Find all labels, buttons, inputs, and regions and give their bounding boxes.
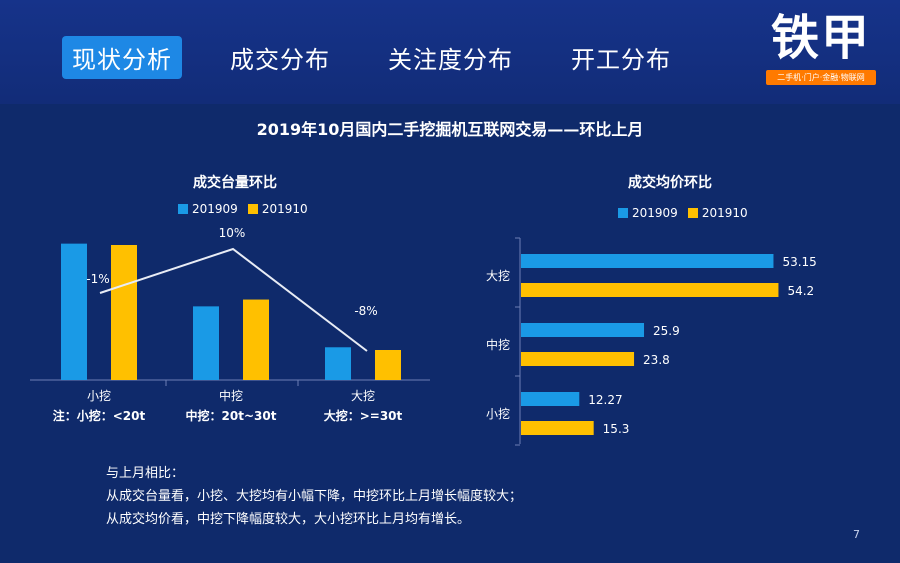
notes-line-3: 从成交均价看，中挖下降幅度较大，大小挖环比上月均有增长。 (106, 512, 471, 527)
change-label-2: -8% (354, 304, 377, 318)
legend-swatch-201909-right (618, 208, 628, 218)
page-title: 2019年10月国内二手挖掘机互联网交易——环比上月 (256, 120, 644, 139)
hbar-201909-2 (521, 392, 580, 406)
hbar-201910-1 (521, 352, 635, 366)
right-chart-legend: 201909 201910 (618, 206, 758, 220)
bar-201910-1 (243, 299, 269, 380)
bar-201909-1 (193, 306, 219, 380)
notes-block: 与上月相比： 从成交台量看，小挖、大挖均有小幅下降，中挖环比上月增长幅度较大； … (106, 462, 522, 531)
legend-item-201910-right: 201910 (687, 206, 748, 220)
legend-item-201909-right: 201909 (618, 206, 678, 220)
change-label-1: 10% (219, 226, 246, 240)
logo-text: 铁甲 (770, 10, 871, 66)
legend-label-201909-right: 201909 (632, 206, 678, 220)
bar-201910-0 (111, 245, 137, 380)
y-tick-label-0: 大挖 (486, 268, 510, 283)
category-note-0: 注：小挖：<20t (53, 408, 146, 423)
x-tick-label-1: 中挖 (219, 388, 243, 403)
legend-swatch-201910-right (687, 208, 698, 218)
hbar-201909-1 (521, 323, 645, 337)
category-note-1: 中挖：20t~30t (186, 408, 277, 423)
change-line (99, 247, 368, 352)
hbar-201910-0 (521, 283, 779, 297)
hbar-201910-2 (521, 421, 594, 435)
value-label-201910-0: 54.2 (787, 284, 814, 298)
legend-swatch-201910 (247, 204, 258, 214)
tab-attention-distribution[interactable]: 关注度分布 (388, 46, 513, 74)
x-tick-label-0: 小挖 (87, 388, 111, 403)
x-tick-label-2: 大挖 (351, 388, 375, 403)
page-number: 7 (853, 528, 860, 541)
hbar-201909-0 (521, 254, 774, 268)
notes-line-1: 与上月相比： (106, 466, 185, 481)
bar-201909-0 (61, 243, 87, 380)
left-chart-title: 成交台量环比 (193, 175, 277, 191)
tab-status-analysis[interactable]: 现状分析 (62, 36, 182, 79)
left-chart-legend: 201909 201910 (178, 202, 318, 216)
tab-deal-distribution[interactable]: 成交分布 (230, 46, 330, 74)
value-label-201909-2: 12.27 (588, 393, 622, 407)
right-hbar-chart: 53.15 54.2 大挖 25.9 23.8 中挖 12.27 15.3 小挖 (486, 237, 817, 446)
value-label-201910-2: 15.3 (603, 422, 630, 436)
right-chart-title: 成交均价环比 (628, 175, 712, 191)
legend-label-201909: 201909 (192, 202, 238, 216)
nav-tabs: 现状分析 成交分布 关注度分布 开工分布 (62, 36, 719, 79)
top-header: 现状分析 成交分布 关注度分布 开工分布 铁甲 二手机·门户·金融·物联网 (0, 0, 900, 104)
legend-label-201910-right: 201910 (701, 206, 748, 220)
legend-swatch-201909 (178, 204, 188, 214)
value-label-201909-1: 25.9 (653, 324, 680, 338)
value-label-201909-0: 53.15 (782, 255, 816, 269)
legend-label-201910: 201910 (261, 202, 308, 216)
bar-201909-2 (325, 347, 351, 380)
category-note-2: 大挖：>=30t (324, 408, 403, 423)
y-tick-label-2: 小挖 (486, 406, 510, 421)
legend-item-201910: 201910 (247, 202, 308, 216)
bar-201910-2 (375, 350, 401, 380)
tab-operation-distribution[interactable]: 开工分布 (571, 46, 671, 74)
logo-tagline: 二手机·门户·金融·物联网 (766, 70, 876, 85)
notes-line-2: 从成交台量看，小挖、大挖均有小幅下降，中挖环比上月增长幅度较大； (106, 489, 523, 504)
brand-logo: 铁甲 二手机·门户·金融·物联网 (766, 10, 876, 85)
y-tick-label-1: 中挖 (486, 337, 510, 352)
change-label-0: -1% (86, 272, 109, 286)
value-label-201910-1: 23.8 (643, 353, 670, 367)
legend-item-201909: 201909 (178, 202, 238, 216)
